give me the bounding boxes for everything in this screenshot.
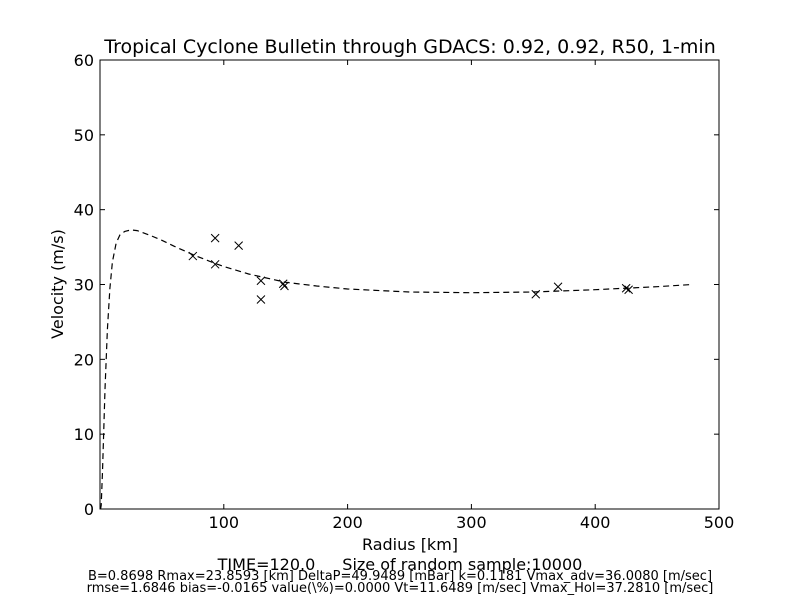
observation-points (188, 233, 633, 304)
footer-time-line: TIME=120.0 Size of random sample:10000 (0, 555, 800, 574)
stats-line-1: B=0.8698 Rmax=23.8593 [km] DeltaP=49.948… (87, 569, 713, 584)
holland-profile-curve (100, 229, 692, 510)
x-axis-label: Radius [km] (362, 535, 458, 554)
observation-marker (531, 289, 541, 299)
chart-title: Tropical Cyclone Bulletin through GDACS:… (103, 36, 716, 58)
observation-marker (234, 241, 244, 250)
stats-line-2: rmse=1.6846 bias=-0.0165 value(\%)=0.000… (86, 581, 714, 596)
observation-marker (280, 281, 289, 291)
x-tick-label: 500 (704, 513, 735, 532)
x-tick-label: 200 (332, 513, 363, 532)
x-tick-label: 100 (209, 513, 240, 532)
observation-marker (553, 282, 563, 292)
observation-marker (210, 233, 220, 243)
time-label: TIME=120.0 (217, 555, 316, 574)
y-tick-label: 50 (74, 126, 94, 145)
fit-curve (100, 229, 692, 510)
axis-ticks: 100 200 300 400 500 0 10 20 30 40 50 60 (74, 51, 735, 532)
observation-marker (210, 259, 220, 269)
x-tick-label: 300 (456, 513, 487, 532)
sample-size-label: Size of random sample:10000 (342, 555, 583, 574)
y-tick-label: 20 (74, 350, 94, 369)
plot-area-border (99, 59, 720, 510)
y-tick-label: 60 (74, 51, 94, 70)
x-tick-label: 400 (580, 513, 611, 532)
plot-frame (99, 59, 720, 510)
y-tick-label: 0 (84, 500, 94, 519)
observation-marker (256, 295, 266, 304)
observation-marker (188, 251, 198, 261)
observation-marker (278, 279, 288, 289)
observation-marker (624, 285, 633, 295)
y-axis-label: Velocity (m/s) (48, 229, 67, 339)
y-tick-label: 10 (74, 425, 94, 444)
y-tick-label: 40 (74, 201, 94, 220)
observation-marker (621, 283, 631, 293)
observation-marker (256, 276, 266, 286)
y-tick-label: 30 (74, 276, 94, 295)
